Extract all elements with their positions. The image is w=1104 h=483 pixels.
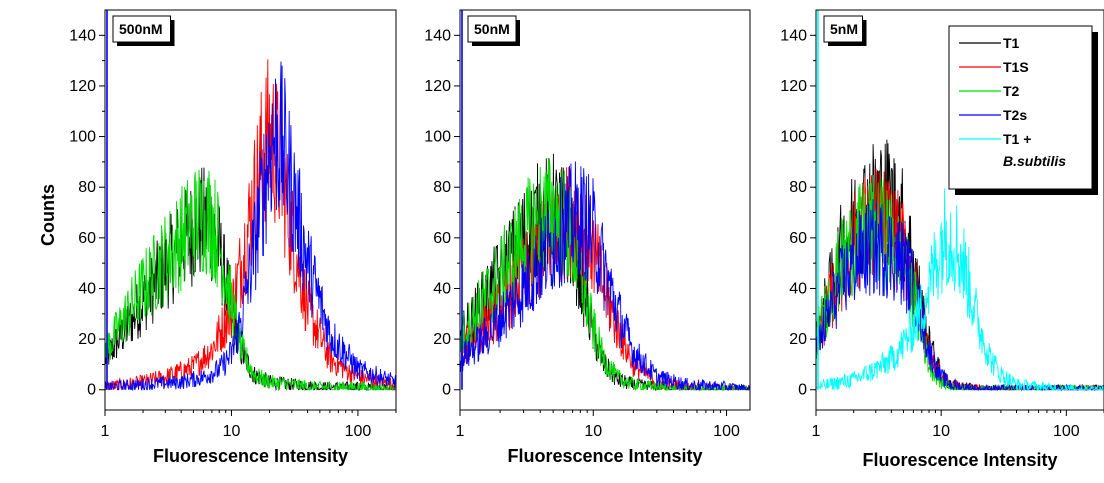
x-tick-label: 10: [584, 423, 602, 440]
y-tick-label: 20: [78, 331, 96, 348]
y-tick-label: 140: [424, 27, 451, 44]
panel-label-box: [823, 15, 863, 43]
series-line-3: [105, 169, 396, 392]
y-tick-label: 60: [78, 230, 96, 247]
chart-panel-2: 0 20 40 60 80 100 120 140 1 10 100 Fluorescence Int…: [424, 9, 751, 466]
y-axis-label: Counts: [38, 184, 58, 246]
series-line-2: [105, 59, 396, 391]
y-tick-label: 100: [69, 129, 96, 146]
x-axis-label: Fluorescence Intensity: [507, 446, 702, 466]
legend-label: T1S: [1003, 59, 1029, 75]
x-tick-label: 10: [932, 423, 950, 440]
legend-box: [948, 25, 1093, 190]
y-tick-label: 100: [780, 129, 807, 146]
plot-frame: [815, 9, 1104, 411]
series-line-5: [816, 188, 1104, 391]
y-tick-label: 0: [798, 382, 807, 399]
y-tick-label: 60: [789, 230, 807, 247]
x-axis-label: Fluorescence Intensity: [862, 450, 1057, 470]
legend-label: T2: [1003, 83, 1020, 99]
y-tick-label: 140: [780, 27, 807, 44]
y-tick-label: 80: [78, 179, 96, 196]
x-tick-label: 1: [101, 423, 110, 440]
data-area: [816, 139, 1104, 392]
series-line-4: [460, 161, 750, 392]
legend-label: T1 +: [1003, 131, 1031, 147]
y-tick-label: 140: [69, 27, 96, 44]
y-tick-label: 120: [780, 78, 807, 95]
plot-frame: [104, 9, 397, 411]
y-tick-label: 40: [789, 280, 807, 297]
y-tick-label: 0: [442, 382, 451, 399]
series-line-4: [816, 199, 1104, 392]
chart-panel-1: 0 20 40 60 80 100 120 140 1 10 100 Fluorescence Int…: [69, 9, 397, 466]
x-tick-label: 1: [812, 423, 821, 440]
x-axis-label: Fluorescence Intensity: [153, 446, 348, 466]
y-tick-label: 60: [433, 230, 451, 247]
legend-label: T2s: [1003, 107, 1027, 123]
x-tick-label: 1: [456, 423, 465, 440]
x-tick-label: 10: [223, 423, 241, 440]
series-line-3: [460, 157, 750, 392]
series-line-4: [105, 61, 396, 392]
y-tick-label: 40: [78, 280, 96, 297]
panel-label-box: [467, 15, 517, 43]
legend-label: T1: [1003, 35, 1020, 51]
x-tick-label: 100: [345, 423, 372, 440]
panel-label: 500nM: [119, 21, 163, 37]
panel-label: 50nM: [474, 21, 510, 37]
panel-label: 5nM: [830, 21, 858, 37]
legend-label-line2: B.subtilis: [1003, 153, 1066, 169]
y-tick-label: 100: [424, 129, 451, 146]
y-tick-label: 80: [433, 179, 451, 196]
y-tick-label: 20: [433, 331, 451, 348]
x-tick-label: 100: [713, 423, 740, 440]
panel-label-box: [112, 15, 171, 43]
data-area: [460, 153, 750, 392]
x-tick-label: 100: [1053, 423, 1080, 440]
data-area: [105, 59, 396, 392]
chart-panel-3: 0 20 40 60 80 100 120 140 1 10 100 Fluorescence Int…: [780, 9, 1104, 470]
legend: T1 T1S T2 T2s T1 + B.subtilis: [948, 25, 1098, 195]
y-tick-label: 120: [424, 78, 451, 95]
y-tick-label: 0: [87, 382, 96, 399]
y-tick-label: 120: [69, 78, 96, 95]
y-tick-label: 40: [433, 280, 451, 297]
plot-frame: [459, 9, 751, 411]
y-tick-label: 20: [789, 331, 807, 348]
y-tick-label: 80: [789, 179, 807, 196]
